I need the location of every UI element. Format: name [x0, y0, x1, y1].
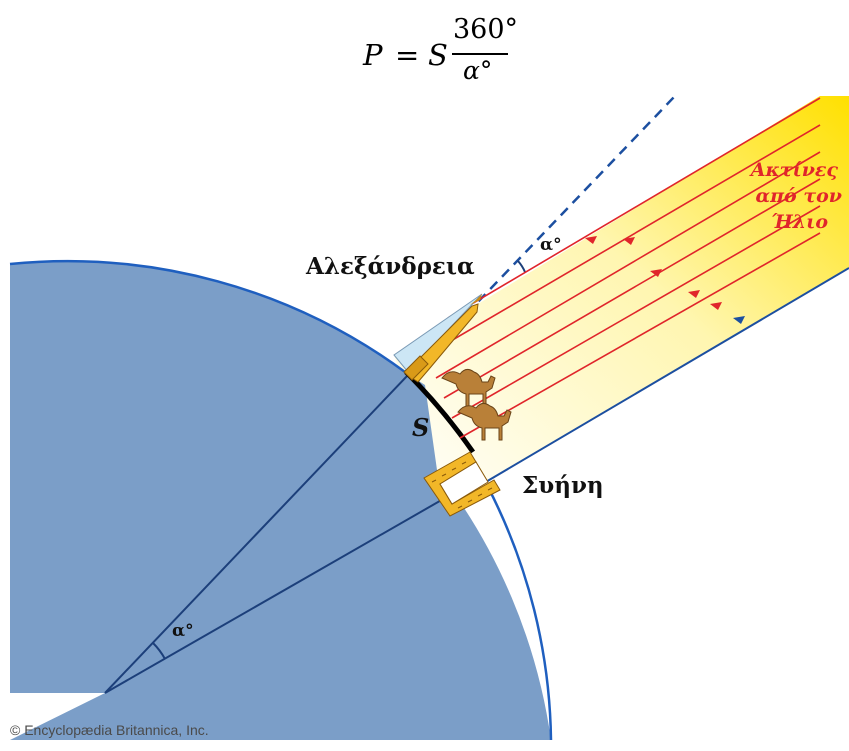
ray-arrow-3 — [650, 269, 662, 277]
formula-numerator: 360° — [453, 14, 519, 45]
sun-rays-label-line-3: Ήλιο — [771, 211, 828, 233]
formula-denominator: α° — [463, 56, 493, 85]
angle-arc-top — [517, 260, 526, 273]
radius-syene — [104, 493, 453, 694]
ray-1 — [447, 97, 821, 319]
label-alexandria: Αλεξάνδρεια — [305, 253, 475, 280]
formula-lhs: P — [363, 38, 383, 72]
sun-rays-label-line-2: από τον — [756, 185, 842, 207]
sun-rays — [431, 97, 821, 439]
ray-arrow-2 — [623, 237, 635, 245]
ray-3 — [435, 151, 821, 379]
camel-icon — [441, 368, 512, 441]
radius-alexandria — [104, 374, 409, 694]
ray-4 — [443, 178, 821, 399]
angle-arc-center — [152, 642, 166, 660]
ray-arrow-4 — [688, 290, 700, 298]
well-icon — [423, 451, 501, 517]
ray-5 — [451, 205, 821, 419]
formula-fraction-bar — [452, 53, 508, 55]
dashed-vertical-alexandria — [407, 95, 676, 376]
obelisk-icon — [403, 294, 482, 383]
copyright-notice: © Encyclopædia Britannica, Inc. — [10, 722, 209, 738]
ray-arrows — [585, 236, 722, 310]
well-brick-lines — [431, 461, 493, 509]
label-angle-center: α° — [172, 621, 194, 641]
ray-arrow-blue — [733, 316, 745, 324]
sun-rays-label-line-1: Ακτίνες — [749, 159, 839, 181]
label-arc-s: S — [412, 413, 429, 442]
ray-6 — [459, 232, 821, 439]
label-syene: Συήνη — [522, 472, 604, 499]
sun-rays-label: Ακτίνες από τον Ήλιο — [749, 159, 842, 233]
ray-arrow-5 — [710, 302, 722, 310]
earth-surface-edge — [9, 259, 406, 374]
formula-equals: = — [395, 38, 420, 72]
ray-arrow-1 — [585, 236, 597, 244]
formula: P = S 360° α° — [0, 4, 849, 85]
formula-factor: S — [428, 38, 448, 72]
earth-surface-edge-lower — [486, 486, 553, 741]
sun-beam-band — [394, 96, 849, 506]
label-angle-top: α° — [540, 235, 562, 255]
ray-to-well — [444, 267, 849, 507]
